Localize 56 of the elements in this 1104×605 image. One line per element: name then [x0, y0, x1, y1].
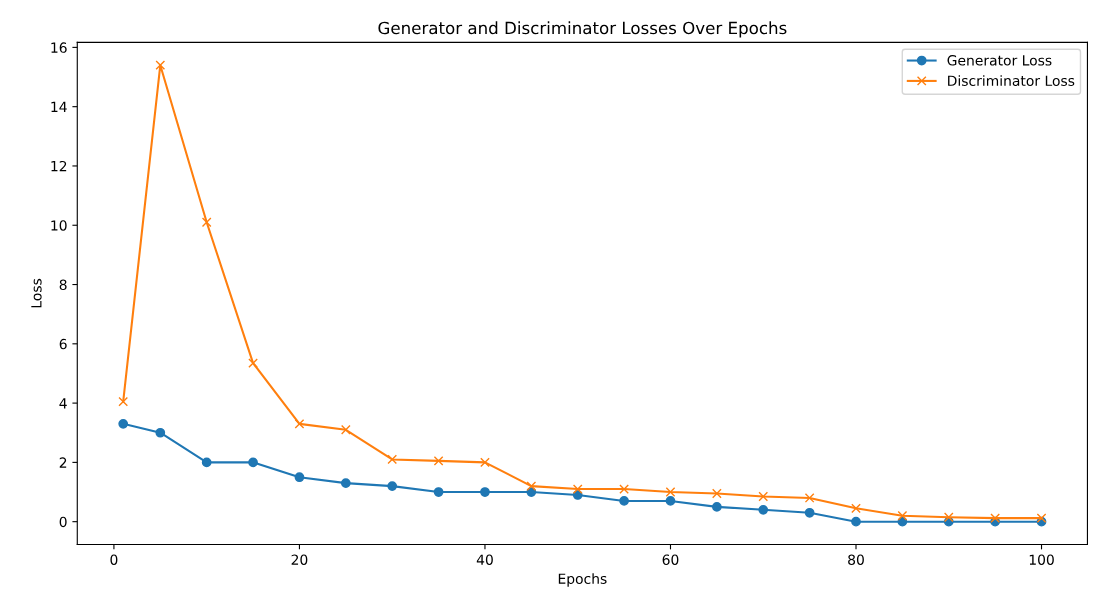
point: [526, 481, 537, 491]
y-tick-label: 2: [59, 457, 67, 468]
point: [201, 217, 212, 228]
x-tick-label: 40: [476, 554, 493, 565]
y-tick-label: 4: [59, 398, 67, 409]
point: [619, 484, 629, 494]
point: [118, 418, 129, 429]
point: [572, 484, 583, 494]
y-tick-label: 12: [51, 160, 67, 172]
y-tick-label: 10: [51, 220, 67, 231]
point: [387, 454, 398, 465]
point: [851, 503, 861, 514]
point: [1036, 513, 1047, 523]
point: [294, 418, 305, 429]
point: [712, 501, 722, 512]
x-tick-label: 20: [291, 554, 308, 565]
point: [155, 60, 166, 71]
point: [851, 516, 861, 527]
point: [201, 457, 212, 468]
y-tick-label: 14: [51, 101, 67, 112]
point: [294, 472, 305, 483]
point: [665, 496, 676, 506]
point: [155, 427, 166, 438]
legend-label: Discriminator Loss: [948, 75, 1075, 86]
point: [804, 493, 815, 503]
point: [804, 507, 815, 518]
point: [712, 488, 722, 499]
point: [619, 496, 629, 506]
x-tick-label: 100: [1029, 554, 1054, 565]
point: [340, 478, 351, 489]
point: [480, 487, 490, 497]
point: [340, 424, 351, 435]
point: [758, 491, 769, 502]
y-tick-label: 8: [59, 279, 67, 291]
point: [433, 487, 444, 497]
point: [897, 510, 908, 521]
x-axis-title: Epochs: [558, 573, 607, 587]
chart-title: Generator and Discriminator Losses Over Epochs: [378, 21, 787, 38]
y-tick-label: 6: [59, 338, 67, 350]
point: [433, 456, 444, 466]
point: [387, 481, 398, 491]
point: [665, 487, 676, 497]
x-tick-label: 0: [110, 554, 118, 565]
y-tick-label: 16: [51, 42, 67, 53]
point: [758, 504, 769, 515]
point: [248, 457, 258, 468]
point: [943, 512, 954, 523]
legend-label: Generator Loss: [947, 55, 1052, 66]
point: [990, 513, 1001, 523]
y-tick-label: 0: [59, 516, 67, 528]
x-tick-label: 60: [662, 554, 679, 565]
y-axis-title: Loss: [31, 278, 42, 308]
point: [118, 396, 129, 407]
x-tick-label: 80: [848, 554, 864, 565]
point: [248, 358, 258, 368]
point: [480, 457, 490, 468]
